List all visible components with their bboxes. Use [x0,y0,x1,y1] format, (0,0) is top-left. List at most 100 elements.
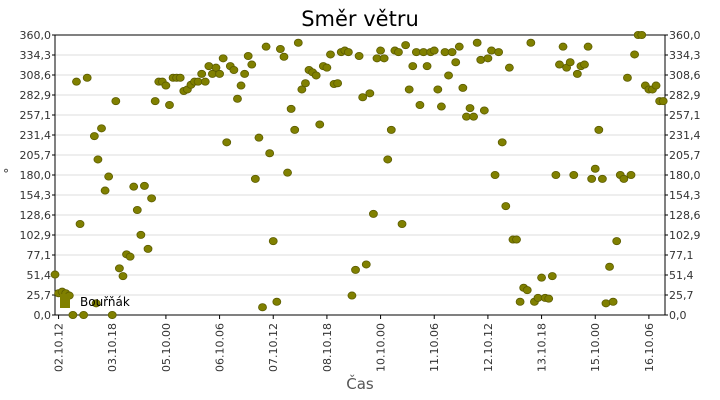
x-tick-label: 11.10.06 [428,323,441,372]
y-tick-label-left: 308,6 [20,69,52,82]
data-point [125,252,135,261]
data-point [626,170,636,179]
data-point [301,79,310,88]
data-point [50,270,60,279]
data-point [594,125,604,134]
data-point [100,186,110,195]
data-point [580,60,589,69]
data-point [250,174,260,183]
data-point [161,81,171,90]
y-tick-label-left: 128,6 [20,209,52,222]
data-point [347,291,357,300]
x-tick-label: 06.10.06 [214,323,227,372]
x-tick-label: 08.10.18 [321,323,334,372]
x-tick-label: 07.10.12 [267,323,280,372]
data-point [623,73,632,82]
y-tick-label-left: 282,9 [20,89,52,102]
data-point [114,264,124,273]
data-point [165,101,174,110]
legend: Bouřňák [60,294,130,309]
data-point [275,45,285,54]
data-point [204,62,214,71]
y-tick-label-left: 51,4 [27,269,52,282]
x-axis-label: Čas [346,374,374,393]
data-point [558,42,568,51]
data-point [236,81,246,90]
data-point [515,297,525,306]
data-point [605,262,614,271]
data-point [354,52,364,61]
y-tick-label-right: 25,7 [669,289,694,302]
data-point [222,138,232,147]
y-tick-label-left: 0,0 [34,309,52,322]
data-point [315,120,325,129]
data-point [483,54,493,63]
data-point [93,155,103,164]
data-point [583,42,593,51]
data-point [447,48,457,57]
data-point [286,104,296,113]
data-point [365,89,375,98]
data-point [258,303,267,312]
data-point [147,194,156,203]
data-point [254,133,264,142]
y-tick-label-left: 77,1 [27,249,52,262]
data-point [472,38,482,47]
data-point [79,310,89,319]
data-point [369,209,378,218]
y-tick-label-right: 282,9 [669,89,701,102]
y-tick-label-left: 334,3 [20,49,52,62]
x-ticks: 02.10.12 03.10.18 05.10.00 06.10.06 07.10.12… [53,315,656,372]
data-point [651,81,661,90]
data-point [111,97,121,106]
data-point [404,85,414,94]
data-point [107,310,117,319]
y-tick-label-right: 180,0 [669,169,701,182]
data-point [268,237,278,246]
data-point [358,93,368,102]
data-point [630,50,639,59]
data-point [401,41,411,50]
data-point [261,42,271,51]
data-point [544,294,554,303]
x-tick-label: 05.10.00 [160,323,173,372]
series-points [50,30,668,319]
data-point [504,63,514,72]
data-point [547,272,557,281]
data-point [433,85,443,94]
y-tick-label-right: 0,0 [669,309,687,322]
data-point [75,219,85,228]
y-tick-label-right: 102,9 [669,229,701,242]
data-point [361,260,371,269]
data-point [469,112,478,121]
x-tick-label: 13.10.18 [536,323,549,372]
data-point [465,104,475,113]
data-point [501,202,511,211]
data-point [326,50,335,59]
y-ticks-right: 0,0 25,7 51,4 77,1 102,9 128,6 154,3 180,0 205,7… [665,29,701,322]
data-point [97,124,106,133]
y-tick-label-right: 360,0 [669,29,701,42]
data-point [658,97,668,106]
data-point [572,69,582,78]
data-point [490,170,500,179]
y-ticks-left: 0,0 25,7 51,4 77,1 102,9 128,6 154,3 180,0 205,7… [20,29,55,322]
data-point [297,85,307,94]
data-point [150,97,160,106]
data-point [597,174,607,183]
legend-swatch [60,294,70,308]
data-point [129,182,139,191]
data-point [229,66,239,75]
data-point [283,168,292,177]
data-point [143,244,153,253]
data-point [522,286,532,295]
chart-title: Směr větru [301,7,419,31]
y-tick-label-right: 51,4 [669,269,694,282]
y-tick-label-left: 360,0 [20,29,52,42]
x-tick-label: 16.10.06 [643,323,656,372]
data-point [89,132,99,141]
y-tick-label-right: 231,4 [669,129,701,142]
data-point [243,52,253,61]
data-point [279,52,289,61]
data-point [218,54,228,63]
